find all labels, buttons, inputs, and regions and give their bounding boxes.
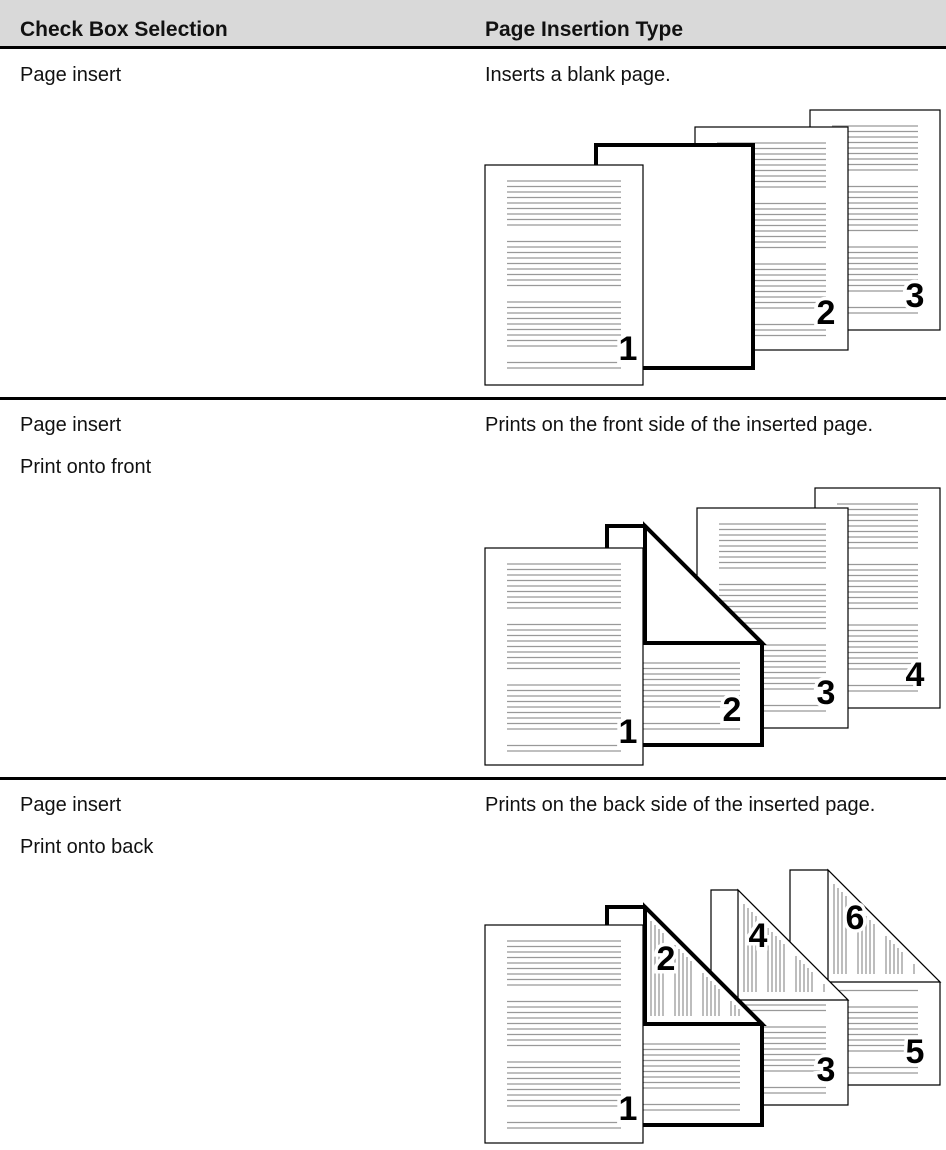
page-number: 3 bbox=[817, 674, 836, 712]
page-number: 3 bbox=[817, 1051, 836, 1089]
description: Inserts a blank page. bbox=[485, 64, 671, 86]
description: Prints on the front side of the inserted… bbox=[485, 414, 874, 436]
header-cell: Check Box Selection bbox=[20, 18, 228, 41]
page-number: 1 bbox=[619, 330, 638, 368]
page-number: 2 bbox=[817, 294, 836, 332]
page-number: 2 bbox=[657, 940, 676, 978]
fold bbox=[827, 868, 942, 983]
selection: Page insert bbox=[20, 64, 122, 86]
row-rule bbox=[0, 777, 946, 780]
page-number: 4 bbox=[906, 656, 925, 694]
selection: Print onto front bbox=[20, 456, 152, 478]
fold bbox=[737, 888, 850, 1001]
page-number: 6 bbox=[846, 899, 865, 937]
fold bbox=[643, 521, 767, 645]
fold bbox=[643, 902, 767, 1026]
header-bg bbox=[0, 0, 946, 48]
row-rule bbox=[0, 397, 946, 400]
page-number: 2 bbox=[723, 691, 742, 729]
selection: Print onto back bbox=[20, 836, 154, 858]
page-number: 3 bbox=[906, 277, 925, 315]
page-number: 5 bbox=[906, 1033, 925, 1071]
page-number: 4 bbox=[749, 917, 768, 955]
selection: Page insert bbox=[20, 794, 122, 816]
description: Prints on the back side of the inserted … bbox=[485, 794, 876, 816]
page-number: 1 bbox=[619, 713, 638, 751]
header-cell: Page Insertion Type bbox=[485, 18, 683, 41]
selection: Page insert bbox=[20, 414, 122, 436]
header-rule bbox=[0, 46, 946, 49]
page-number: 1 bbox=[619, 1090, 638, 1128]
